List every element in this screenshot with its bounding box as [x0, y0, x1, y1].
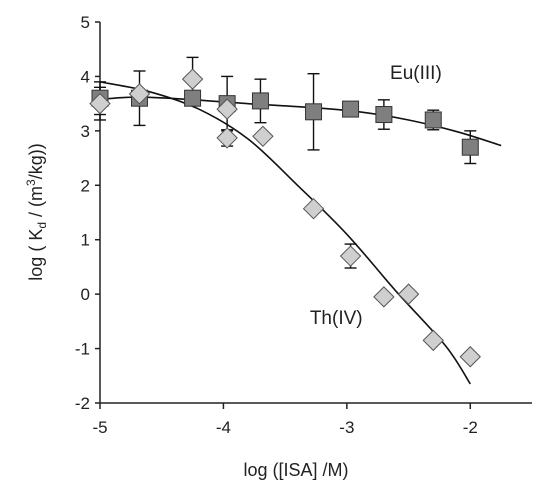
eu-square-marker — [461, 138, 479, 156]
eu-square-marker — [305, 103, 323, 121]
data-markers — [89, 68, 481, 368]
y-axis-title-superscript: 3 — [24, 179, 38, 186]
th-diamond-marker — [216, 127, 238, 149]
x-tick-label: -2 — [463, 418, 478, 437]
eu-square-marker — [424, 111, 442, 129]
error-bars — [94, 56, 477, 269]
x-axis-ticks: -5 -4 -3 -2 — [92, 403, 478, 437]
th-diamond-marker — [373, 286, 395, 308]
y-tick-label: 2 — [81, 176, 90, 195]
th-diamond-marker — [216, 98, 238, 120]
th-diamond-marker — [422, 329, 444, 352]
x-tick-label: -4 — [216, 418, 231, 437]
y-tick-label: 5 — [81, 13, 90, 32]
th-diamond-marker — [128, 83, 151, 105]
series-annotation-label: Eu(III) — [390, 63, 442, 84]
eu-square-marker — [342, 100, 360, 118]
eu-square-marker — [184, 89, 202, 107]
th-diamond-marker — [339, 245, 362, 267]
series-annotations: Eu(III) Th(IV) — [310, 63, 442, 329]
th-diamond-marker — [89, 92, 111, 115]
th-diamond-marker — [459, 346, 481, 368]
y-axis-title-part-3: /kg)) — [26, 143, 46, 179]
y-tick-label: 0 — [81, 285, 90, 304]
y-axis-title-part-2: / (m — [26, 186, 46, 222]
x-axis-title: log ([ISA] /M) — [243, 460, 348, 480]
th-diamond-marker — [397, 283, 420, 305]
th-diamond-marker — [302, 197, 325, 220]
x-tick-label: -5 — [92, 418, 107, 437]
y-tick-label: 3 — [81, 122, 90, 141]
th-diamond-marker — [181, 68, 204, 90]
x-tick-label: -3 — [339, 418, 354, 437]
y-tick-label: -1 — [75, 340, 90, 359]
y-axis-title-part-1: log ( K — [26, 229, 46, 281]
th-diamond-marker — [252, 125, 274, 148]
fit-curve-thiv — [99, 81, 471, 385]
y-tick-label: 4 — [81, 67, 90, 86]
y-axis-title: log ( Kd / (m3/kg)) — [24, 143, 49, 280]
y-tick-label: 1 — [81, 231, 90, 250]
series-annotation-label: Th(IV) — [310, 308, 363, 329]
eu-square-marker — [375, 106, 393, 124]
y-axis-ticks: -2 -1 0 1 2 3 4 5 — [75, 13, 100, 413]
y-axis-title-subscript: d — [35, 222, 49, 229]
y-tick-label: -2 — [75, 394, 90, 413]
eu-square-marker — [251, 92, 269, 110]
